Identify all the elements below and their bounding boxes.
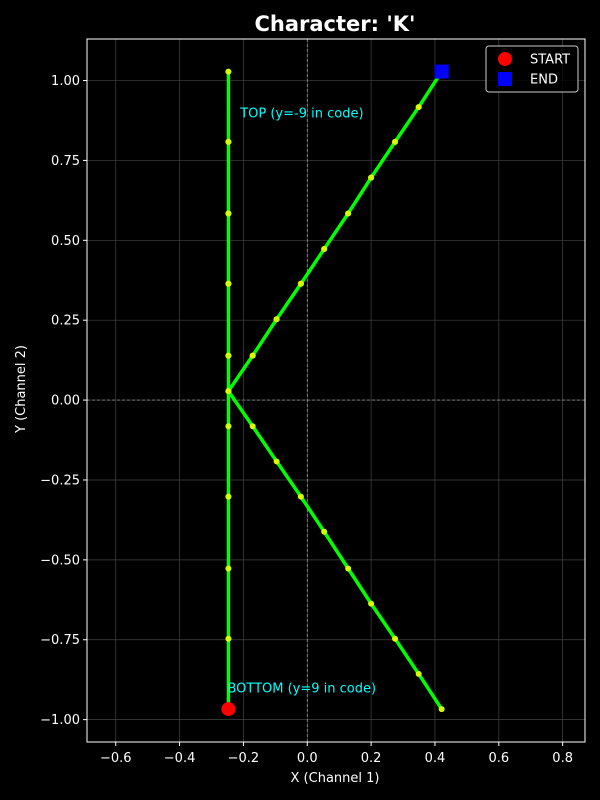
stroke-point [345,565,352,572]
y-tick-label: 0.00 [51,394,80,409]
x-tick-label: −0.6 [100,751,132,766]
x-tick-label: −0.4 [164,751,196,766]
x-tick-label: 0.4 [425,751,446,766]
y-tick-label: −0.50 [40,553,80,568]
y-tick-label: −0.75 [40,633,80,648]
y-axis-label: Y (Channel 2) [14,345,29,434]
legend-marker-end [498,72,512,86]
stroke-point [368,600,375,607]
stroke-point [368,174,375,181]
x-tick-label: 0.8 [552,751,573,766]
legend-label: START [530,53,570,68]
annotation-label: TOP (y=-9 in code) [239,106,363,121]
stroke-point [273,458,280,465]
stroke-point [415,104,422,111]
y-tick-label: 0.25 [51,314,80,329]
stroke-point [225,352,232,359]
stroke-point [225,388,232,395]
stroke-point [225,138,232,145]
y-tick-label: −0.25 [40,473,80,488]
x-tick-label: 0.2 [361,751,382,766]
x-tick-label: 0.6 [488,751,509,766]
stroke-point [225,635,232,642]
x-axis-ticks: −0.6 −0.4 −0.2 0.0 0.2 0.4 0.6 0.8 [100,742,573,766]
y-tick-label: 1.00 [51,74,80,89]
annotation-layer: TOP (y=-9 in code) BOTTOM (y=9 in code) [227,106,376,696]
legend-label: END [530,73,558,88]
stroke-point [225,423,232,430]
stroke-point [225,210,232,217]
marker-layer [221,64,449,717]
legend: START END [485,45,579,93]
x-tick-label: 0.0 [297,751,318,766]
y-tick-label: 0.50 [51,234,80,249]
annotation-label: BOTTOM (y=9 in code) [227,682,376,697]
start-marker [221,702,236,717]
plot-frame [86,38,586,743]
stroke-point [225,68,232,75]
stroke-point [249,352,256,359]
y-tick-label: −1.00 [40,713,80,728]
y-axis-ticks: −1.00 −0.75 −0.50 −0.25 0.00 0.25 0.50 0.75 1.00 [40,74,87,728]
stroke-point [225,565,232,572]
stroke-point [225,280,232,287]
x-tick-label: −0.2 [228,751,260,766]
stroke-point [392,635,399,642]
stroke-point [297,493,304,500]
legend-marker-start [498,52,512,66]
grid [87,39,585,742]
stroke-point [321,528,328,535]
stroke-path [226,69,444,711]
stroke-point [273,316,280,323]
y-tick-label: 0.75 [51,154,80,169]
x-axis-label: X (Channel 1) [291,771,380,786]
stroke-point [345,210,352,217]
chart-title: Character: 'K' [255,12,416,36]
stroke-point [415,670,422,677]
stroke-point [249,423,256,430]
zero-lines [87,39,585,742]
stroke-point [297,280,304,287]
stroke-point [438,706,445,713]
stroke-point [225,493,232,500]
stroke-point [321,245,328,252]
stroke-point [392,138,399,145]
end-marker [434,64,449,79]
